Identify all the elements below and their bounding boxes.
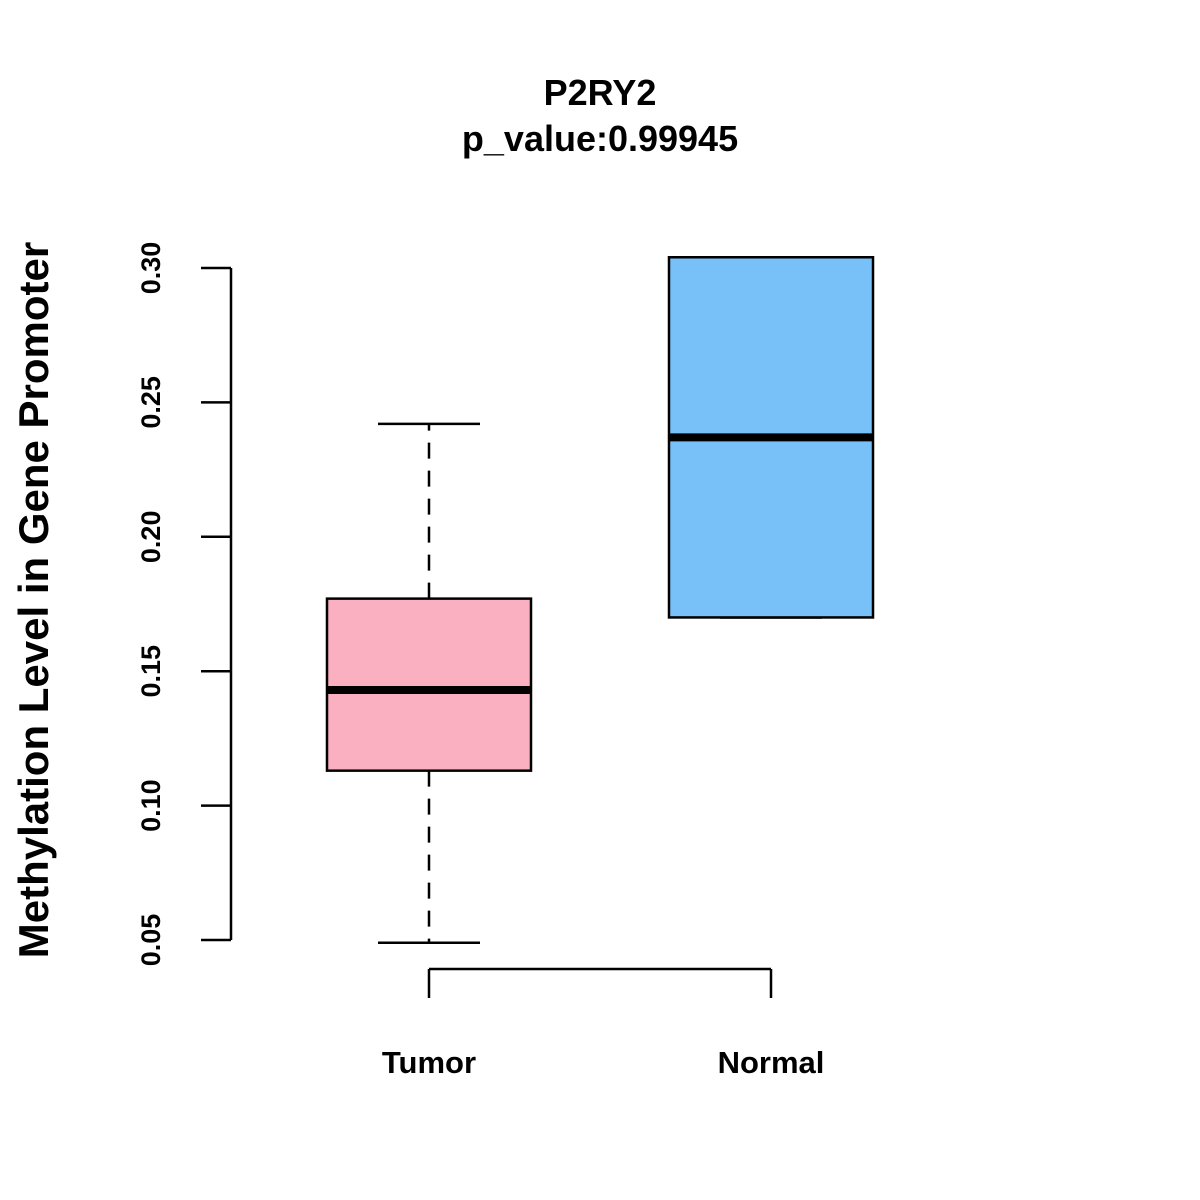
- y-axis: 0.05 0.10 0.15 0.20 0.25 0.30: [136, 242, 233, 967]
- y-tick-label-3: 0.20: [136, 511, 166, 564]
- x-tick-label-tumor: Tumor: [382, 1045, 476, 1080]
- y-tick-label-2: 0.15: [136, 645, 166, 698]
- y-tick-label-5: 0.30: [136, 242, 166, 295]
- box-tumor: [325, 422, 533, 944]
- x-tick-label-normal: Normal: [718, 1045, 825, 1080]
- y-tick-label-0: 0.05: [136, 914, 166, 967]
- y-axis-label: Methylation Level in Gene Promoter: [10, 242, 57, 958]
- box-normal: [667, 255, 875, 619]
- y-tick-label-1: 0.10: [136, 779, 166, 832]
- y-tick-label-4: 0.25: [136, 376, 166, 429]
- x-axis: Tumor Normal: [382, 967, 825, 1080]
- iqr-box: [325, 597, 533, 772]
- boxes-group: [325, 255, 875, 944]
- chart-title: P2RY2: [544, 72, 657, 113]
- chart-subtitle: p_value:0.99945: [462, 118, 738, 159]
